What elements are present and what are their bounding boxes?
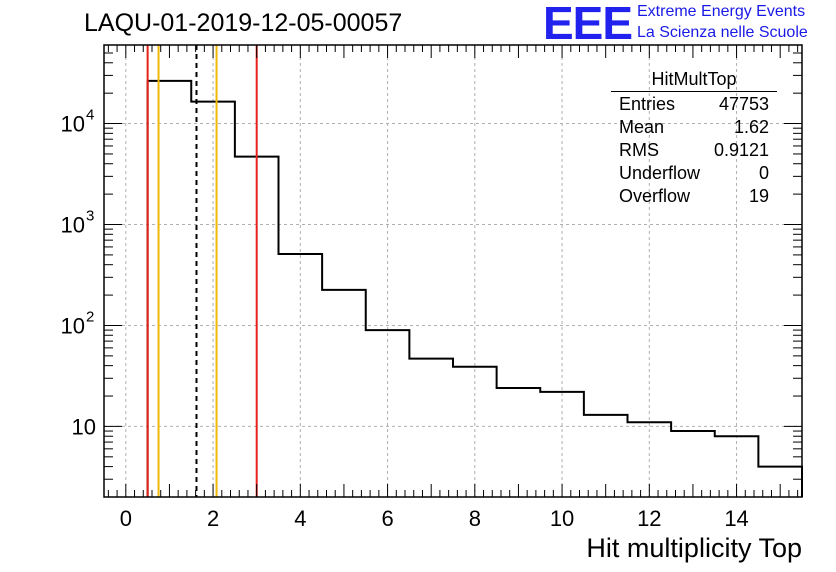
stats-label: Overflow [619,186,691,206]
stats-title: HitMultTop [611,69,777,92]
x-tick-label: 4 [294,506,306,531]
stats-row-mean: Mean 1.62 [611,117,777,140]
x-axis-label: Hit multiplicity Top [586,533,802,563]
stats-label: Entries [619,94,676,114]
stats-box: HitMultTop Entries 47753 Mean 1.62 RMS 0… [611,69,777,209]
stats-value: 47753 [718,94,769,114]
x-tick-label: 6 [381,506,393,531]
x-tick-label: 8 [469,506,481,531]
histogram-bin [322,290,366,497]
histogram-bin [497,388,541,497]
x-tick-label: 2 [207,506,219,531]
y-tick-label: 10 [61,112,85,137]
y-tick-exponent: 4 [86,107,94,124]
logo-line-2: La Scienza nelle Scuole [637,24,808,41]
stats-value: 1.62 [733,117,769,137]
eee-logo: EEE [543,0,633,49]
run-title: LAQU-01-2019-12-05-00057 [84,9,403,37]
x-tick-label: 0 [120,506,132,531]
plot-frame [103,44,803,498]
stats-row-overflow: Overflow 19 [611,186,777,209]
stats-value: 0 [758,163,769,183]
histogram-bin [409,359,453,497]
x-tick-label: 14 [724,506,748,531]
y-tick-label: 10 [61,213,85,238]
stats-row-entries: Entries 47753 [611,94,777,117]
stats-label: Mean [619,117,665,137]
stats-label: RMS [619,140,659,160]
x-tick-label: 12 [637,506,661,531]
y-tick-label: 10 [72,414,96,439]
stats-row-rms: RMS 0.9121 [611,140,777,163]
y-tick-exponent: 3 [86,208,94,225]
y-tick-label: 10 [61,313,85,338]
logo-line-1: Extreme Energy Events [637,3,806,20]
y-tick-exponent: 2 [86,308,94,325]
histogram-bin [148,81,192,497]
stats-row-underflow: Underflow 0 [611,163,777,186]
histogram-outline [146,79,803,497]
x-tick-label: 10 [550,506,574,531]
stats-label: Underflow [619,163,701,183]
stats-value: 0.9121 [713,140,769,160]
stats-value: 19 [748,186,769,206]
